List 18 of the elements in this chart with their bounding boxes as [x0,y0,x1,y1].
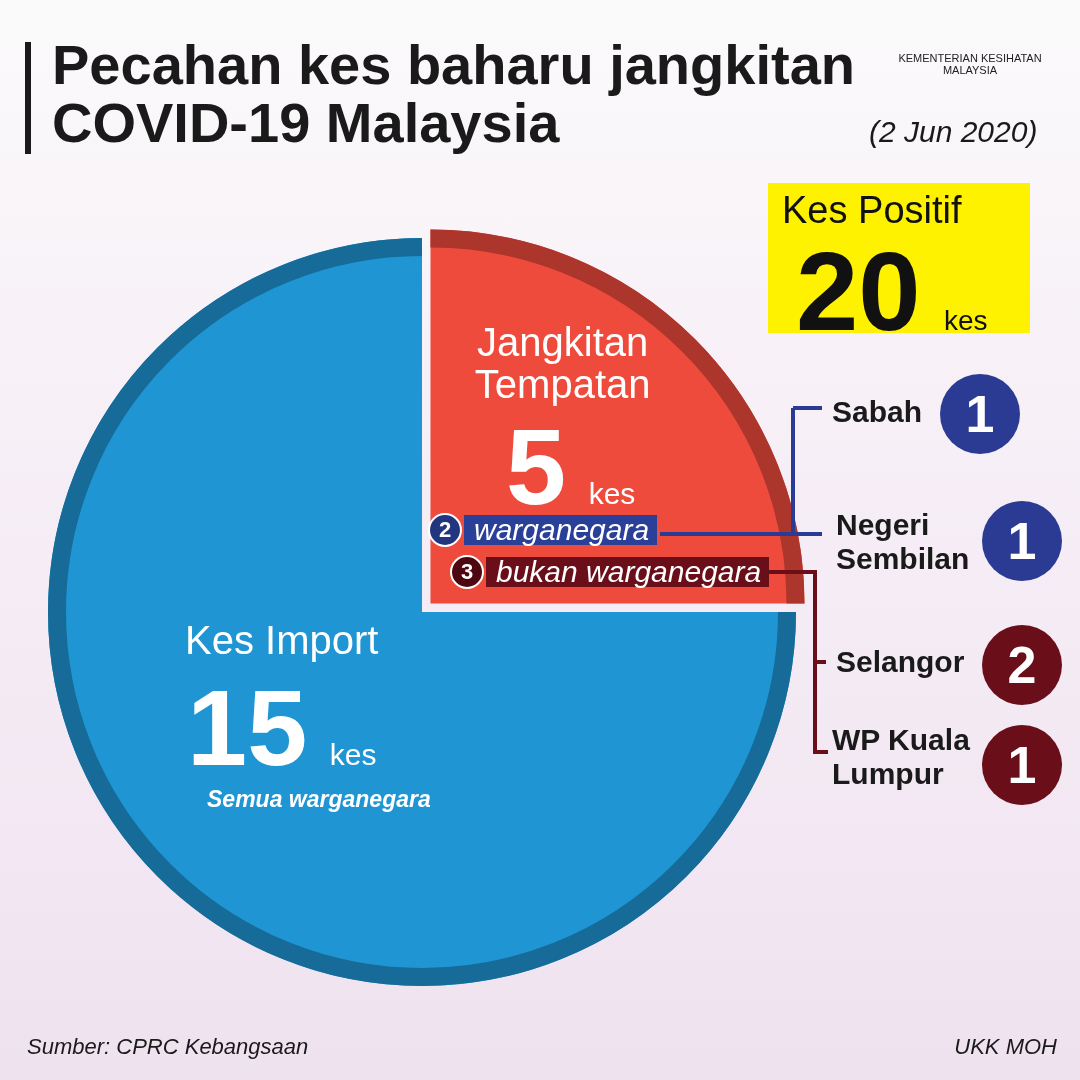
text: WP Kuala Lumpur [832,723,970,790]
number-badge: 2 [982,625,1062,705]
number-badge: 1 [940,374,1020,454]
text: Semua warganegara [207,786,431,814]
number-badge: 1 [982,725,1062,805]
text: Selangor [836,645,965,678]
chart-title: Pecahan kes baharu jangkitan COVID-19 Malaysia [52,33,855,154]
text: Sumber: CPRC Kebangsaan [27,1034,309,1061]
text: (2 Jun 2020) [868,113,1038,150]
slice-label: Jangkitan Tempatan [473,320,652,407]
data-label: 15 kes [187,667,377,789]
text: Sabah [832,395,923,428]
text: UKK MOH [954,1034,1057,1061]
text: bukan warganegara [496,555,762,588]
number-badge: 1 [982,501,1062,581]
slice-label: Kes Import [184,618,380,663]
text: Negeri Sembilan [836,508,970,575]
text: KEMENTERIAN KESIHATAN MALAYSIA [897,52,1043,76]
